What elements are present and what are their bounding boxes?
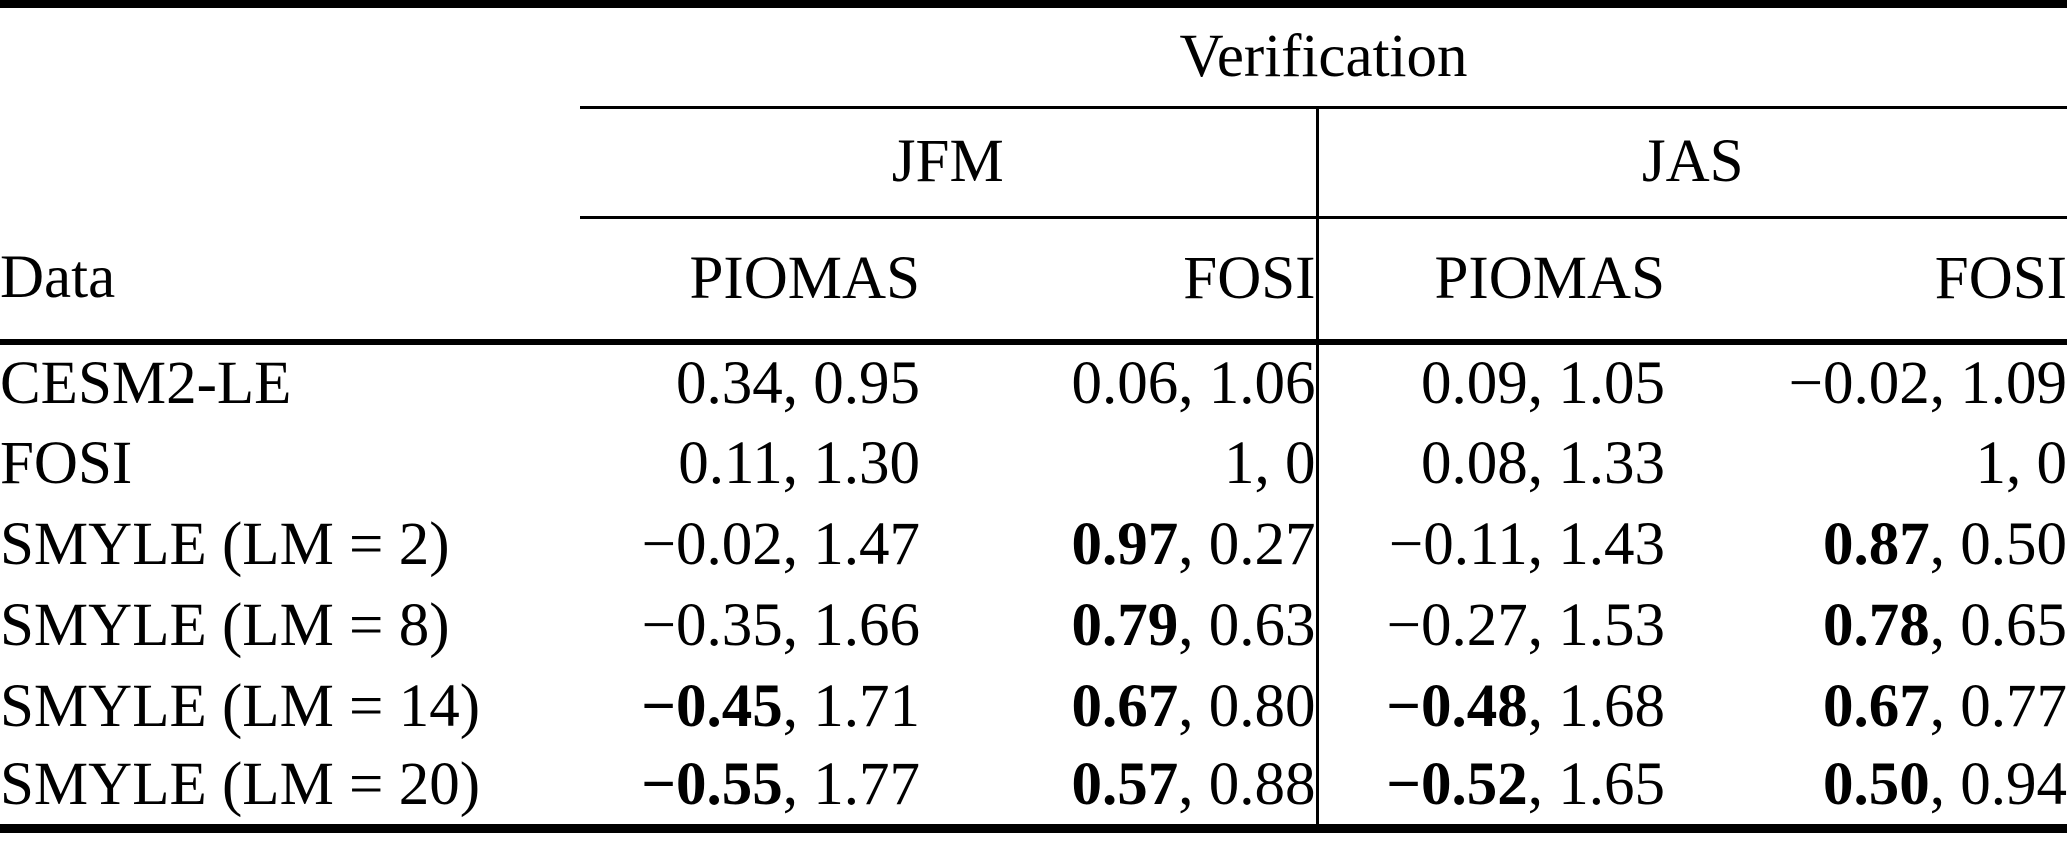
table-cell: 0.67, 0.77 [1665, 666, 2067, 747]
table-cell: 0.79, 0.63 [920, 585, 1319, 666]
row-label: FOSI [0, 429, 133, 497]
cell-value-main: 1 [1224, 429, 1255, 497]
table-cell: 1, 0 [920, 423, 1319, 504]
cell-value-rest: , 0.65 [1929, 591, 2067, 659]
cell-value-main: 0.78 [1823, 591, 1930, 659]
table-cell: −0.48, 1.68 [1317, 666, 1665, 747]
cell-value-rest: , 1.30 [782, 429, 920, 497]
verification-table: Verification JFM JAS Data PIOMAS FOSI PI… [0, 0, 2067, 833]
cell-value-rest: , 1.66 [782, 591, 920, 659]
cell-value-main: 0.34 [676, 350, 783, 417]
cell-value-main: −0.52 [1386, 751, 1528, 819]
cell-value-rest: , 1.53 [1527, 591, 1665, 659]
col-header-fosi-jfm: FOSI [920, 217, 1319, 345]
row-label: SMYLE (LM = 2) [0, 510, 450, 578]
row-label: CESM2-LE [0, 350, 292, 417]
cell-value-rest: , 1.65 [1527, 751, 1665, 819]
cell-value-rest: , 0.77 [1929, 672, 2067, 740]
cell-value-main: 0.97 [1071, 510, 1179, 578]
cell-value-main: 1 [1975, 429, 2007, 497]
title-row: Verification [0, 4, 2067, 109]
cell-value-main: 0.87 [1823, 510, 1930, 578]
table-row: SMYLE (LM = 8) −0.35, 1.66 0.79, 0.63 −0… [0, 585, 2067, 666]
cell-value-rest: , 0.27 [1178, 510, 1316, 578]
table-cell: −0.45, 1.71 [580, 666, 920, 747]
table-cell: 0.34, 0.95 [580, 342, 920, 423]
cell-value-main: 0.09 [1421, 350, 1528, 417]
cell-value-rest: , 0.50 [1929, 510, 2067, 578]
cell-value-main: 0.11 [678, 429, 783, 497]
table-cell: −0.02, 1.09 [1665, 342, 2067, 423]
table-row: FOSI 0.11, 1.30 1, 0 0.08, 1.33 1, 0 [0, 423, 2067, 504]
table-cell: −0.35, 1.66 [580, 585, 920, 666]
table-cell: −0.52, 1.65 [1317, 747, 1665, 828]
cell-value-main: −0.02 [641, 510, 783, 578]
table-cell: 0.87, 0.50 [1665, 504, 2067, 585]
cell-value-main: −0.11 [1388, 510, 1528, 578]
table-cell: 0.09, 1.05 [1317, 342, 1665, 423]
group-header-row: JFM JAS [0, 107, 2067, 219]
row-label: SMYLE (LM = 20) [0, 751, 481, 819]
col-header-piomas-jas: PIOMAS [1317, 217, 1665, 345]
stub-header: Data [0, 217, 580, 345]
cell-value-rest: , 0.63 [1178, 591, 1316, 659]
cell-value-main: 0.50 [1823, 751, 1930, 819]
cell-value-main: −0.35 [641, 591, 783, 659]
table-row: SMYLE (LM = 14) −0.45, 1.71 0.67, 0.80 −… [0, 666, 2067, 747]
col-header-fosi-jas: FOSI [1665, 217, 2067, 345]
cell-value-main: 0.08 [1421, 429, 1528, 497]
cell-value-rest: , 1.05 [1527, 350, 1665, 417]
table-cell: −0.02, 1.47 [580, 504, 920, 585]
cell-value-rest: , 1.06 [1178, 350, 1316, 417]
row-label: SMYLE (LM = 8) [0, 591, 450, 659]
cell-value-main: 0.57 [1071, 751, 1179, 819]
table-cell: 0.67, 0.80 [920, 666, 1319, 747]
column-group-jfm: JFM [580, 107, 1319, 219]
cell-value-main: −0.48 [1386, 672, 1528, 740]
cell-value-rest: , 0.80 [1178, 672, 1316, 740]
table-cell: −0.27, 1.53 [1317, 585, 1665, 666]
cell-value-rest: , 1.43 [1527, 510, 1665, 578]
table-cell: −0.55, 1.77 [580, 747, 920, 828]
table-cell: 0.08, 1.33 [1317, 423, 1665, 504]
cell-value-rest: , 1.47 [782, 510, 920, 578]
table-cell: 0.78, 0.65 [1665, 585, 2067, 666]
cell-value-rest: , 0.94 [1929, 751, 2067, 819]
table-row: CESM2-LE 0.34, 0.95 0.06, 1.06 0.09, 1.0… [0, 342, 2067, 423]
cell-value-main: 0.67 [1823, 672, 1930, 740]
table-cell: 0.97, 0.27 [920, 504, 1319, 585]
table-cell: 1, 0 [1665, 423, 2067, 504]
table-cell: 0.06, 1.06 [920, 342, 1319, 423]
cell-value-rest: , 0 [1254, 429, 1316, 497]
column-group-jas: JAS [1317, 107, 2067, 219]
table-title: Verification [580, 4, 2067, 109]
cell-value-main: −0.02 [1788, 350, 1930, 417]
cell-value-main: −0.45 [641, 672, 783, 740]
cell-value-rest: , 0 [2006, 429, 2067, 497]
cell-value-main: 0.79 [1071, 591, 1179, 659]
cell-value-main: −0.27 [1386, 591, 1528, 659]
column-header-row: Data PIOMAS FOSI PIOMAS FOSI [0, 217, 2067, 345]
row-label: SMYLE (LM = 14) [0, 672, 481, 740]
cell-value-rest: , 1.09 [1929, 350, 2067, 417]
cell-value-rest: , 1.77 [782, 751, 920, 819]
col-header-piomas-jfm: PIOMAS [580, 217, 920, 345]
cell-value-main: 0.06 [1071, 350, 1179, 417]
table-row: SMYLE (LM = 20) −0.55, 1.77 0.57, 0.88 −… [0, 747, 2067, 828]
table-row: SMYLE (LM = 2) −0.02, 1.47 0.97, 0.27 −0… [0, 504, 2067, 585]
stub-spacer [0, 4, 580, 107]
cell-value-rest: , 1.68 [1527, 672, 1665, 740]
cell-value-main: 0.67 [1071, 672, 1179, 740]
table-cell: 0.11, 1.30 [580, 423, 920, 504]
table-cell: −0.11, 1.43 [1317, 504, 1665, 585]
cell-value-main: −0.55 [641, 751, 783, 819]
cell-value-rest: , 0.95 [782, 350, 920, 417]
cell-value-rest: , 1.71 [782, 672, 920, 740]
cell-value-rest: , 0.88 [1178, 751, 1316, 819]
table-cell: 0.50, 0.94 [1665, 747, 2067, 828]
stub-spacer [0, 107, 580, 217]
table-cell: 0.57, 0.88 [920, 747, 1319, 828]
cell-value-rest: , 1.33 [1527, 429, 1665, 497]
